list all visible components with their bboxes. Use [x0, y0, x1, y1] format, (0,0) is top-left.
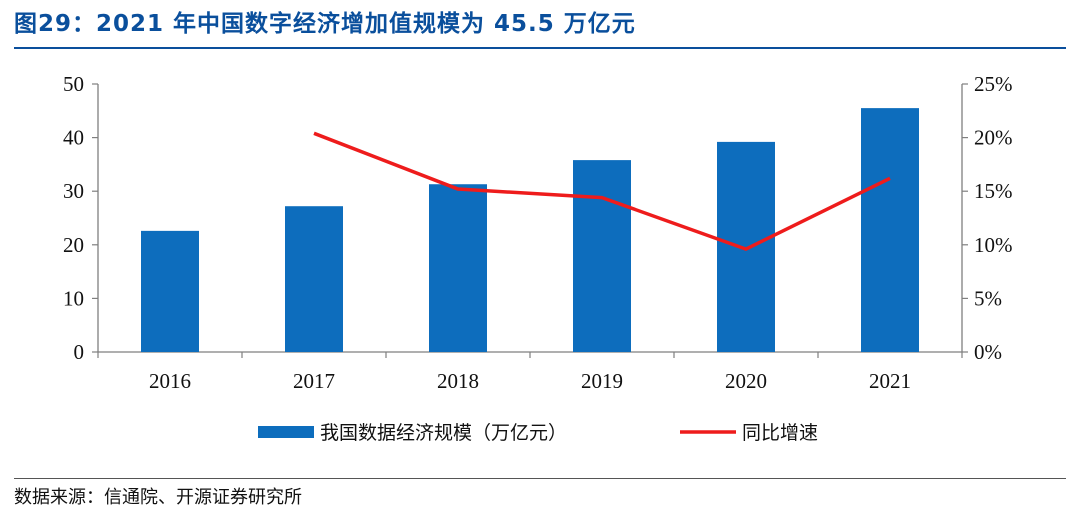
right-tick-label: 20%	[974, 126, 1013, 150]
legend: 我国数据经济规模（万亿元） 同比增速	[258, 422, 818, 444]
bar	[573, 160, 631, 352]
x-tick-label: 2017	[293, 369, 335, 393]
right-tick-label: 10%	[974, 233, 1013, 257]
left-tick-label: 10	[63, 286, 84, 310]
bar-series	[141, 108, 919, 353]
figure-title: 图29：2021 年中国数字经济增加值规模为 45.5 万亿元	[14, 11, 636, 37]
x-tick-label: 2021	[869, 369, 911, 393]
left-tick-label: 0	[74, 340, 85, 364]
bar	[717, 141, 775, 352]
right-axis-ticks: 0% 5% 10% 15% 20% 25%	[962, 72, 1013, 364]
left-tick-label: 20	[63, 233, 84, 257]
bar	[429, 184, 487, 352]
bar	[141, 230, 199, 352]
left-axis-ticks: 0 10 20 30 40 50	[63, 72, 98, 364]
x-tick-label: 2018	[437, 369, 479, 393]
legend-bar-label: 我国数据经济规模（万亿元）	[320, 422, 567, 444]
x-tick-label: 2019	[581, 369, 623, 393]
left-tick-label: 40	[63, 126, 84, 150]
bar	[861, 108, 919, 353]
chart-axes	[97, 84, 963, 358]
source-divider	[14, 478, 1066, 479]
line-series	[313, 131, 891, 251]
x-tick-label: 2016	[149, 369, 191, 393]
left-tick-label: 30	[63, 179, 84, 203]
legend-bar-swatch	[258, 426, 314, 438]
title-divider	[14, 47, 1066, 49]
right-tick-label: 0%	[974, 340, 1002, 364]
x-tick-label: 2020	[725, 369, 767, 393]
legend-line-label: 同比增速	[742, 422, 818, 444]
right-tick-label: 5%	[974, 286, 1002, 310]
right-tick-label: 25%	[974, 72, 1013, 96]
right-tick-label: 15%	[974, 179, 1013, 203]
bar	[285, 206, 343, 352]
left-tick-label: 50	[63, 72, 84, 96]
x-axis-ticks: 2016 2017 2018 2019 2020 2021	[149, 369, 911, 393]
source-note: 数据来源：信通院、开源证券研究所	[14, 487, 302, 508]
